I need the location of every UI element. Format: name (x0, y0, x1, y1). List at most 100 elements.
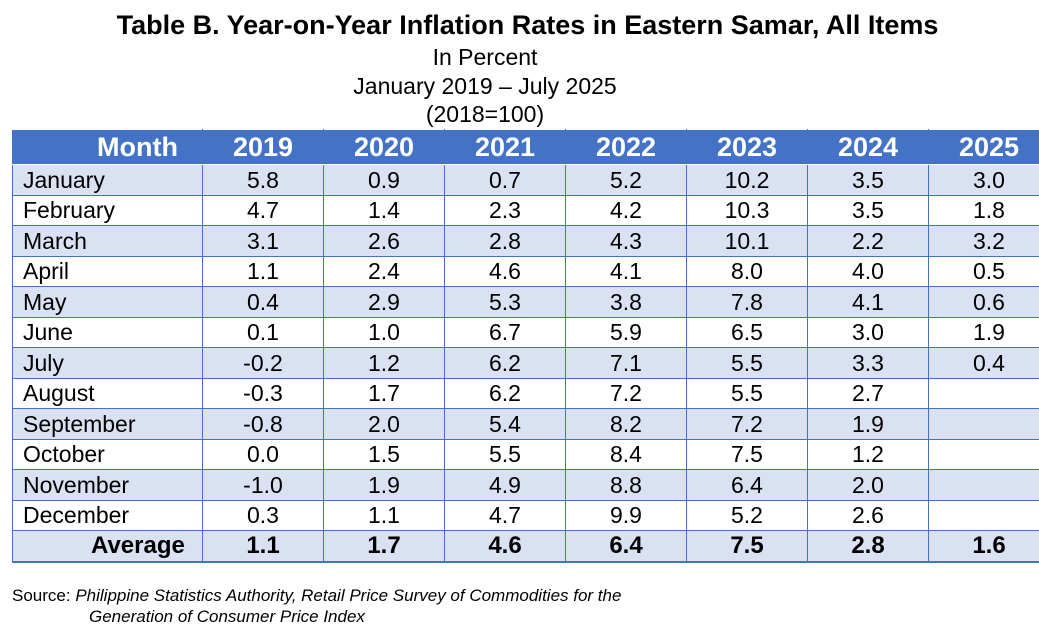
value-cell: 2.6 (323, 225, 445, 257)
value-cell: 2.4 (323, 255, 445, 287)
value-cell: 3.5 (807, 164, 929, 196)
value-cell: 4.7 (444, 499, 566, 531)
value-cell: 5.9 (565, 316, 687, 348)
value-cell: 7.5 (686, 438, 808, 470)
value-cell: 7.2 (686, 408, 808, 440)
value-cell: 10.1 (686, 225, 808, 257)
value-cell: 4.2 (565, 194, 687, 226)
value-cell: 6.5 (686, 316, 808, 348)
header-cell-2022: 2022 (565, 129, 687, 165)
value-cell: 1.1 (202, 255, 324, 287)
value-cell: 4.3 (565, 225, 687, 257)
average-cell: 1.1 (202, 530, 324, 563)
value-cell: 5.8 (202, 164, 324, 196)
table-row: February 4.7 1.4 2.3 4.2 10.3 3.5 1.8 (12, 194, 1039, 226)
value-cell (928, 408, 1039, 440)
value-cell: 3.3 (807, 347, 929, 379)
month-cell: May (12, 286, 203, 318)
value-cell: 0.6 (928, 286, 1039, 318)
value-cell: 2.2 (807, 225, 929, 257)
value-cell: 5.2 (686, 499, 808, 531)
month-cell: November (12, 469, 203, 501)
value-cell: 4.9 (444, 469, 566, 501)
value-cell: 4.6 (444, 255, 566, 287)
month-cell: June (12, 316, 203, 348)
source-note: Source: Philippine Statistics Authority,… (12, 585, 621, 627)
value-cell: 2.3 (444, 194, 566, 226)
value-cell: 10.3 (686, 194, 808, 226)
table-row: September -0.8 2.0 5.4 8.2 7.2 1.9 (12, 408, 1039, 440)
table-header-row: Month 2019 2020 2021 2022 2023 2024 2025 (12, 129, 1039, 165)
value-cell: 7.8 (686, 286, 808, 318)
value-cell (928, 469, 1039, 501)
value-cell: 6.2 (444, 377, 566, 409)
value-cell (928, 499, 1039, 531)
value-cell: 1.7 (323, 377, 445, 409)
value-cell: 0.4 (202, 286, 324, 318)
value-cell: 1.9 (323, 469, 445, 501)
value-cell: 0.1 (202, 316, 324, 348)
average-cell: 2.8 (807, 530, 929, 563)
value-cell: 9.9 (565, 499, 687, 531)
table-row: January 5.8 0.9 0.7 5.2 10.2 3.5 3.0 (12, 164, 1039, 196)
value-cell: -0.2 (202, 347, 324, 379)
value-cell: 1.4 (323, 194, 445, 226)
month-cell: April (12, 255, 203, 287)
value-cell (928, 377, 1039, 409)
value-cell (928, 438, 1039, 470)
header-cell-2024: 2024 (807, 129, 929, 165)
header-cell-2025: 2025 (928, 129, 1039, 165)
value-cell: 6.4 (686, 469, 808, 501)
value-cell: 1.8 (928, 194, 1039, 226)
value-cell: 3.0 (807, 316, 929, 348)
value-cell: 10.2 (686, 164, 808, 196)
value-cell: 8.0 (686, 255, 808, 287)
value-cell: 6.7 (444, 316, 566, 348)
month-cell: December (12, 499, 203, 531)
subtitle-unit: In Percent (432, 44, 538, 70)
table-row: July -0.2 1.2 6.2 7.1 5.5 3.3 0.4 (12, 347, 1039, 379)
value-cell: 1.0 (323, 316, 445, 348)
value-cell: 4.7 (202, 194, 324, 226)
value-cell: 8.2 (565, 408, 687, 440)
value-cell: 5.3 (444, 286, 566, 318)
value-cell: 5.4 (444, 408, 566, 440)
value-cell: 0.9 (323, 164, 445, 196)
inflation-table: Month 2019 2020 2021 2022 2023 2024 2025… (12, 129, 1039, 563)
header-cell-month: Month (12, 129, 203, 165)
average-cell: 4.6 (444, 530, 566, 563)
table-row: April 1.1 2.4 4.6 4.1 8.0 4.0 0.5 (12, 255, 1039, 287)
source-text-line2: Generation of Consumer Price Index (89, 607, 365, 626)
value-cell: 7.1 (565, 347, 687, 379)
value-cell: -1.0 (202, 469, 324, 501)
value-cell: 8.4 (565, 438, 687, 470)
value-cell: 3.1 (202, 225, 324, 257)
value-cell: 2.8 (444, 225, 566, 257)
table-row: October 0.0 1.5 5.5 8.4 7.5 1.2 (12, 438, 1039, 470)
month-cell: March (12, 225, 203, 257)
table-body: January 5.8 0.9 0.7 5.2 10.2 3.5 3.0 February 4.7… (12, 164, 1039, 531)
value-cell: 4.1 (565, 255, 687, 287)
subtitle-base-year: (2018=100) (425, 101, 545, 127)
month-cell: February (12, 194, 203, 226)
value-cell: 2.9 (323, 286, 445, 318)
header-cell-2019: 2019 (202, 129, 324, 165)
source-text-line1: Philippine Statistics Authority, Retail … (75, 586, 622, 605)
average-cell: 1.7 (323, 530, 445, 563)
value-cell: 0.0 (202, 438, 324, 470)
value-cell: 7.2 (565, 377, 687, 409)
value-cell: 2.0 (807, 469, 929, 501)
value-cell: 0.3 (202, 499, 324, 531)
header-cell-2021: 2021 (444, 129, 566, 165)
value-cell: 5.5 (686, 347, 808, 379)
value-cell: 3.5 (807, 194, 929, 226)
value-cell: 1.5 (323, 438, 445, 470)
value-cell: 4.1 (807, 286, 929, 318)
header-cell-2020: 2020 (323, 129, 445, 165)
page-title: Table B. Year-on-Year Inflation Rates in… (116, 10, 939, 40)
table-row: August -0.3 1.7 6.2 7.2 5.5 2.7 (12, 377, 1039, 409)
value-cell: 5.5 (686, 377, 808, 409)
average-cell: 7.5 (686, 530, 808, 563)
value-cell: 2.7 (807, 377, 929, 409)
month-cell: January (12, 164, 203, 196)
